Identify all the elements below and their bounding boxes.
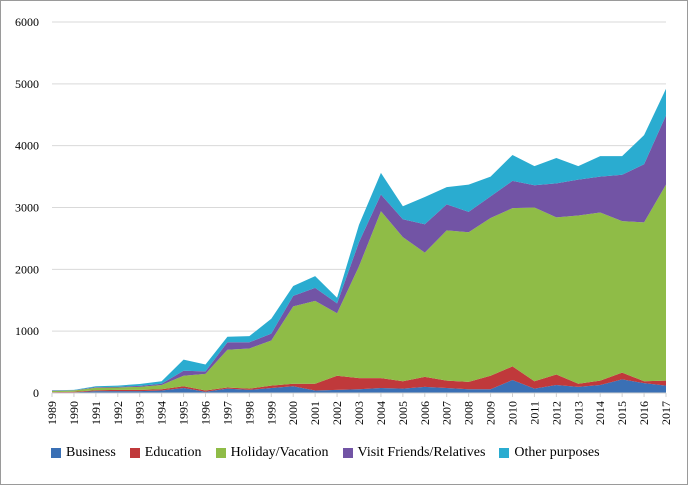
legend: Business Education Holiday/Vacation Visit F…	[51, 443, 614, 463]
x-tick-label: 2012	[549, 401, 563, 425]
x-tick-label: 2003	[352, 401, 366, 425]
x-tick-labels: 1989 1990 1991 1992 1993 1994 1995 1996 1997 1998…	[45, 401, 673, 425]
legend-item-other-purposes: Other purposes	[499, 445, 600, 461]
x-tick-label: 1993	[133, 401, 147, 425]
x-tick-label: 2000	[286, 401, 300, 425]
x-tick-label: 2001	[308, 401, 322, 425]
x-tick-label: 1998	[242, 401, 256, 425]
y-tick-label: 5000	[15, 77, 39, 91]
x-tick-label: 2005	[396, 401, 410, 425]
series-areas	[52, 88, 666, 393]
x-tick-label: 2011	[527, 401, 541, 425]
legend-item-business: Business	[51, 445, 116, 461]
x-tick-label: 2002	[330, 401, 344, 425]
x-tick-label: 2009	[484, 401, 498, 425]
legend-item-education: Education	[129, 445, 202, 461]
x-tick-label: 1991	[89, 401, 103, 425]
x-tick-label: 2016	[637, 401, 651, 425]
x-tick-label: 2013	[571, 401, 585, 425]
x-tick-label: 1994	[155, 401, 169, 425]
legend-item-visit-friends-relatives: Visit Friends/Relatives	[342, 445, 486, 461]
x-tick-label: 2006	[418, 401, 432, 425]
x-tick-label: 2014	[593, 401, 607, 425]
legend-label: Other purposes	[514, 445, 600, 460]
y-tick-label: 2000	[15, 262, 39, 276]
legend-label: Holiday/Vacation	[230, 445, 329, 460]
legend-item-holiday-vacation: Holiday/Vacation	[215, 445, 329, 461]
series-area-visit-friends-relatives	[52, 115, 666, 391]
x-tick-label: 2008	[462, 401, 476, 425]
y-tick-label: 4000	[15, 139, 39, 153]
y-tick-label: 0	[33, 386, 39, 400]
x-tick-label: 1995	[177, 401, 191, 425]
y-tick-labels: 0 1000 2000 3000 4000 5000 6000	[15, 15, 39, 400]
x-tick-label: 2007	[440, 401, 454, 425]
legend-label: Business	[66, 445, 116, 460]
series-area-holiday-vacation	[52, 184, 666, 393]
x-tick-label: 1989	[45, 401, 59, 425]
legend-label: Visit Friends/Relatives	[357, 445, 486, 460]
x-tick-label: 2015	[615, 401, 629, 425]
series-area-business	[52, 379, 666, 393]
legend-swatch	[215, 448, 226, 458]
legend-swatch	[129, 448, 140, 458]
x-tick-label: 1992	[111, 401, 125, 425]
x-tick-label: 1997	[220, 401, 234, 425]
x-tick-label: 1990	[67, 401, 81, 425]
x-tick-label: 2004	[374, 401, 388, 425]
x-tick-label: 1996	[199, 401, 213, 425]
axes	[51, 392, 667, 397]
legend-swatch	[342, 448, 353, 458]
series-area-education	[52, 366, 666, 393]
y-tick-label: 6000	[15, 15, 39, 29]
y-tick-label: 3000	[15, 201, 39, 215]
legend-label: Education	[144, 445, 202, 460]
x-tick-label: 2017	[659, 401, 673, 425]
series-area-other-purposes	[52, 88, 666, 391]
legend-swatch	[51, 448, 61, 458]
x-tick-label: 1999	[264, 401, 278, 425]
y-tick-label: 1000	[15, 324, 39, 338]
x-tick-label: 2010	[506, 401, 520, 425]
legend-swatch	[499, 448, 510, 458]
